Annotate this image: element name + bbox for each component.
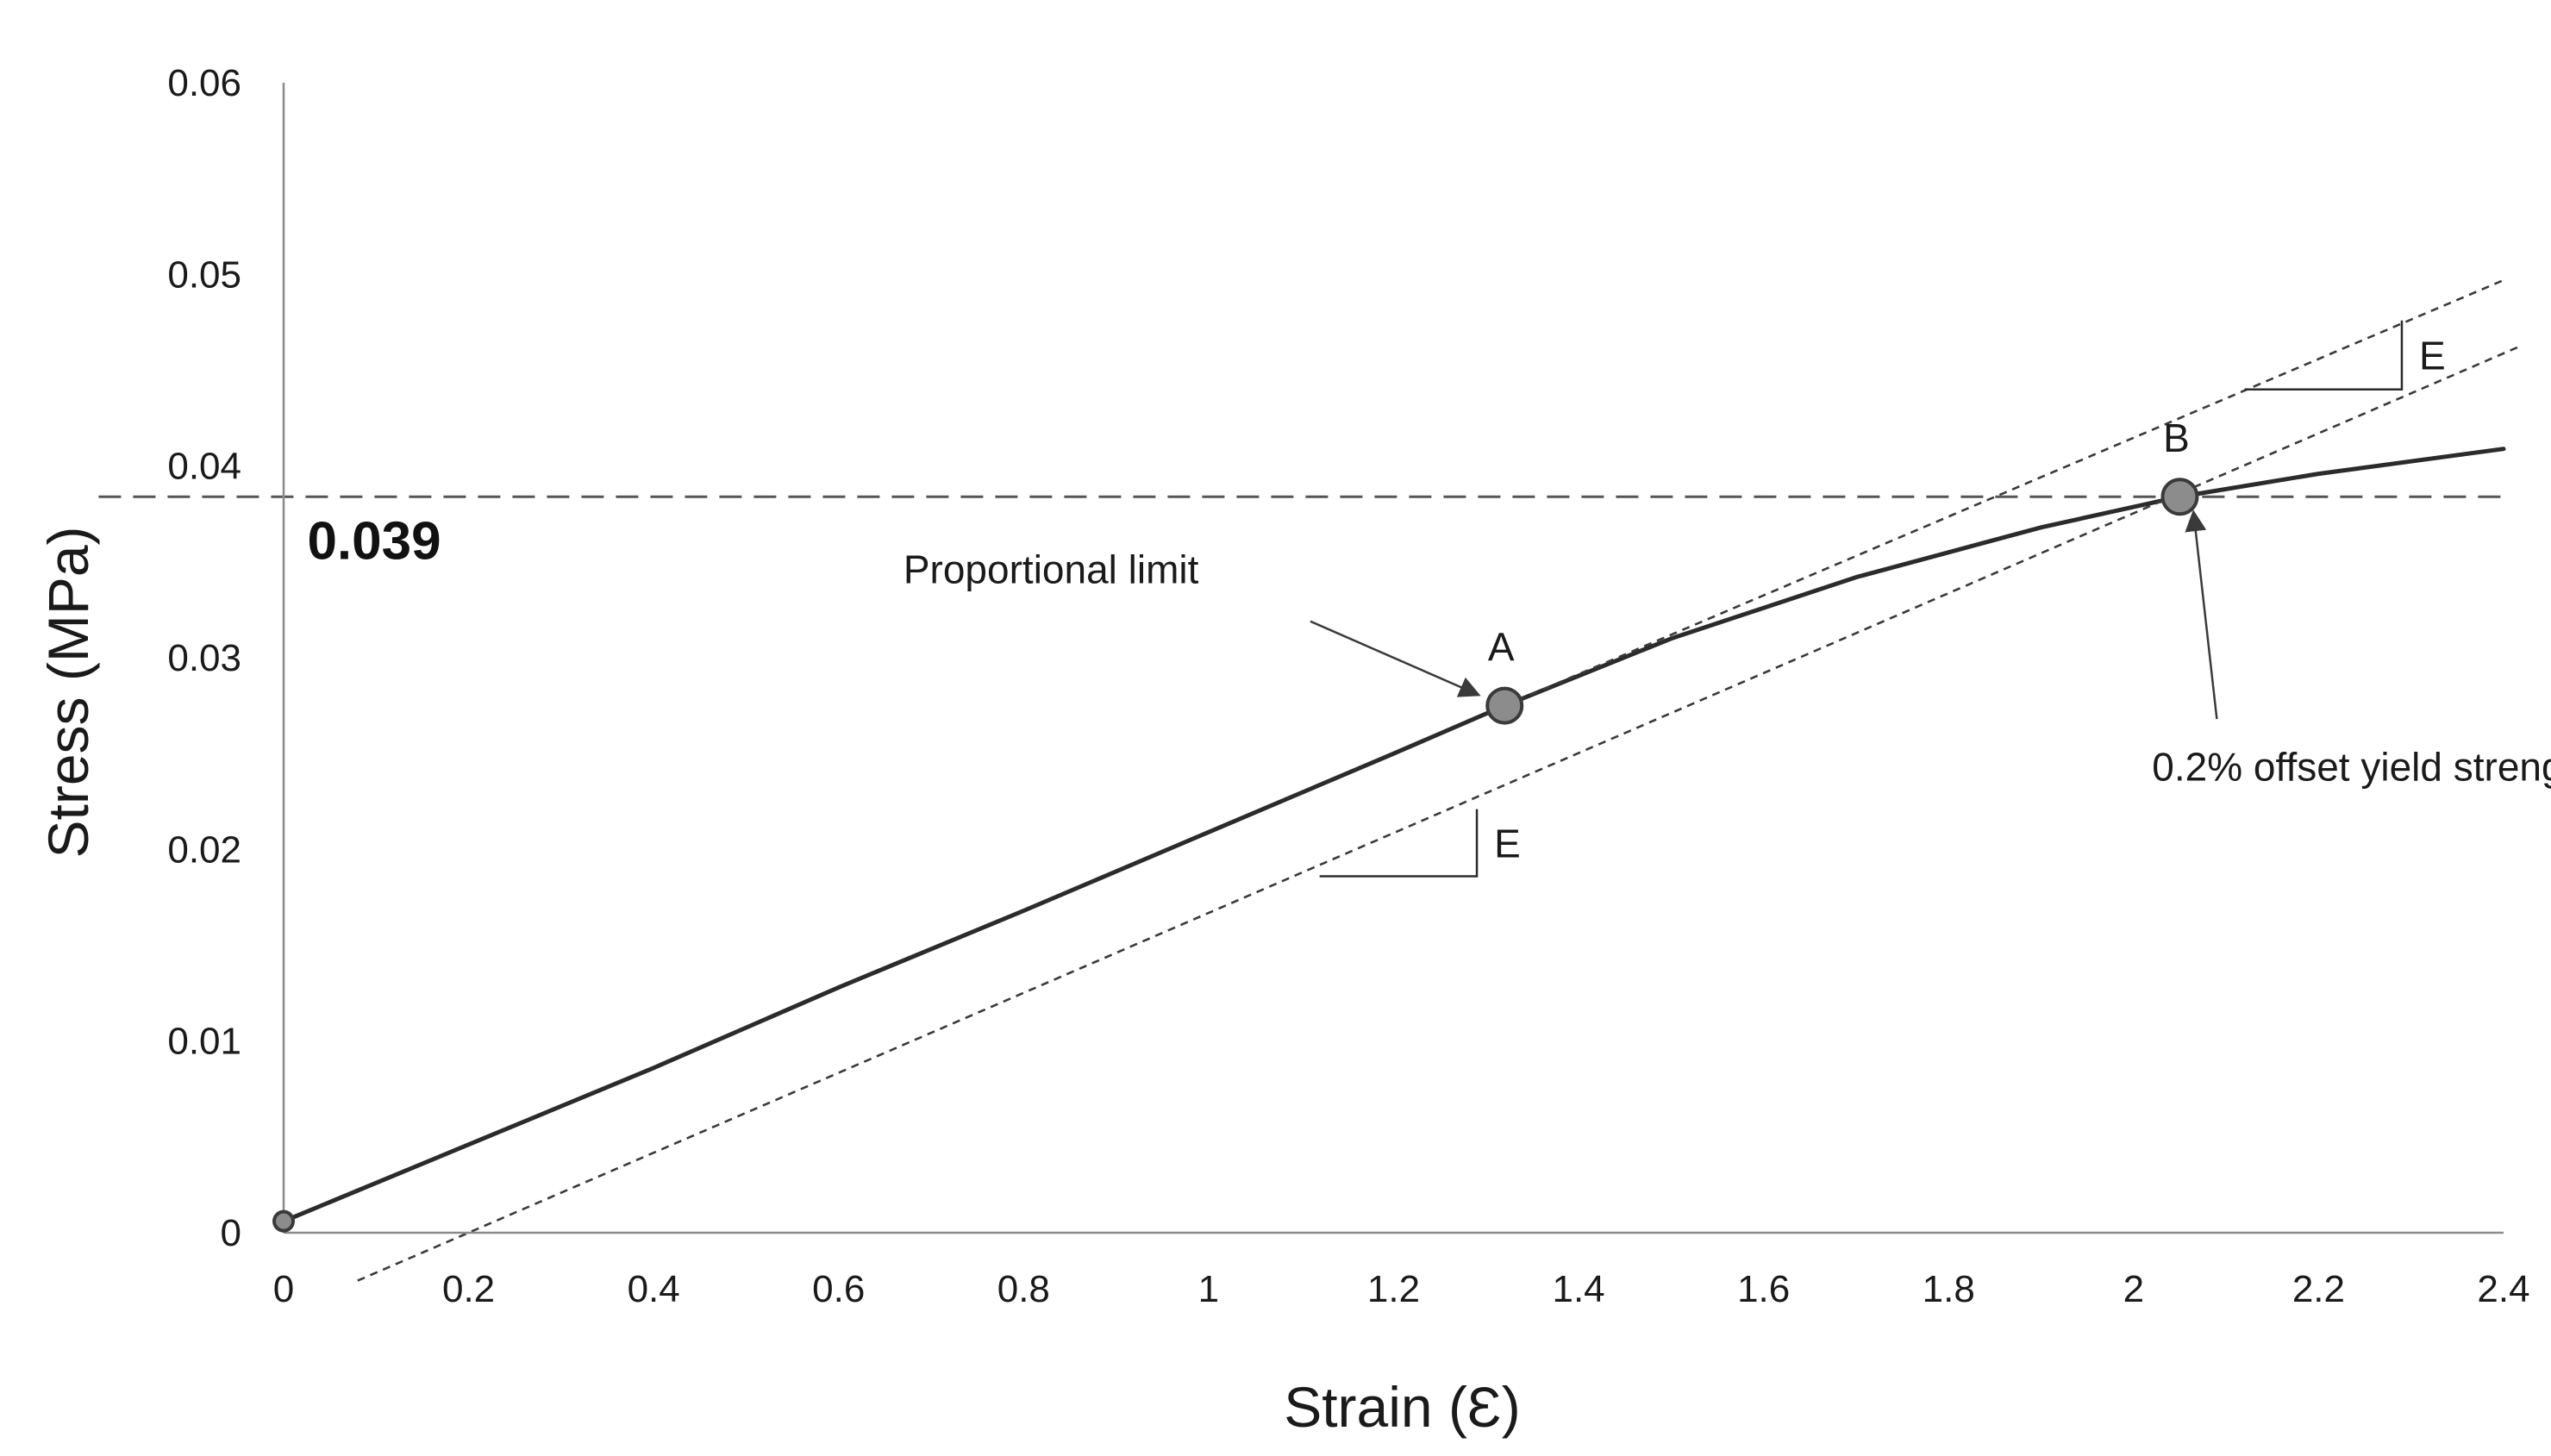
y-tick-label: 0 <box>221 1212 241 1254</box>
stress-strain-curve <box>281 447 2506 1224</box>
y-tick-label: 0.06 <box>167 62 241 104</box>
proportional-limit-arrow <box>1310 620 1481 697</box>
axes-layer <box>282 83 2504 1234</box>
x-tick-label: 0.2 <box>442 1268 495 1310</box>
slope-marker <box>1319 809 1479 878</box>
text-layer: Strain (Ɛ) Stress (MPa) 0.039 0 0.2 0.4 0.6… <box>36 62 2551 1439</box>
y-tick-label: 0.03 <box>167 637 241 679</box>
y-axis-title: Stress (MPa) <box>36 526 100 858</box>
x-tick-label: 1.4 <box>1552 1268 1604 1310</box>
point-b <box>2160 478 2199 516</box>
x-tick-label: 1.8 <box>1923 1268 1975 1310</box>
point-label-b: B <box>2163 416 2190 460</box>
slope-marker <box>2244 320 2404 391</box>
line-layer <box>98 278 2523 1282</box>
points-layer <box>272 478 2199 1233</box>
x-tick-label: 1.6 <box>1737 1268 1790 1310</box>
x-tick-label: 1.2 <box>1367 1268 1420 1310</box>
elastic-modulus-line-2 <box>357 344 2523 1282</box>
x-axis-title: Strain (Ɛ) <box>1284 1375 1521 1439</box>
x-tick-label: 0.8 <box>997 1268 1050 1310</box>
proportional-limit-label: Proportional limit <box>903 547 1199 591</box>
point-a <box>1485 686 1524 725</box>
x-tick-label: 2.4 <box>2477 1268 2529 1310</box>
x-tick-label: 0.4 <box>628 1268 680 1310</box>
elastic-modulus-line-1 <box>1504 278 2504 707</box>
slope-label: E <box>1494 822 1521 866</box>
y-tick-label: 0.05 <box>167 253 241 296</box>
slope-label: E <box>2419 334 2446 378</box>
x-tick-label: 2.2 <box>2292 1268 2345 1310</box>
y-tick-label: 0.02 <box>167 828 241 871</box>
yield-value-label: 0.039 <box>307 512 441 572</box>
x-tick-label: 1 <box>1198 1268 1219 1310</box>
offset-yield-strength-label: 0.2% offset yield strength <box>2152 744 2551 789</box>
origin-point <box>272 1209 295 1233</box>
y-tick-label: 0.01 <box>167 1021 241 1063</box>
x-tick-label: 0.6 <box>812 1268 865 1310</box>
y-tick-label: 0.04 <box>167 446 241 488</box>
x-tick-label: 0 <box>273 1268 294 1310</box>
x-tick-label: 2 <box>2123 1268 2144 1310</box>
offset-yield-strength-arrow <box>2185 509 2218 720</box>
point-label-a: A <box>1488 625 1515 670</box>
